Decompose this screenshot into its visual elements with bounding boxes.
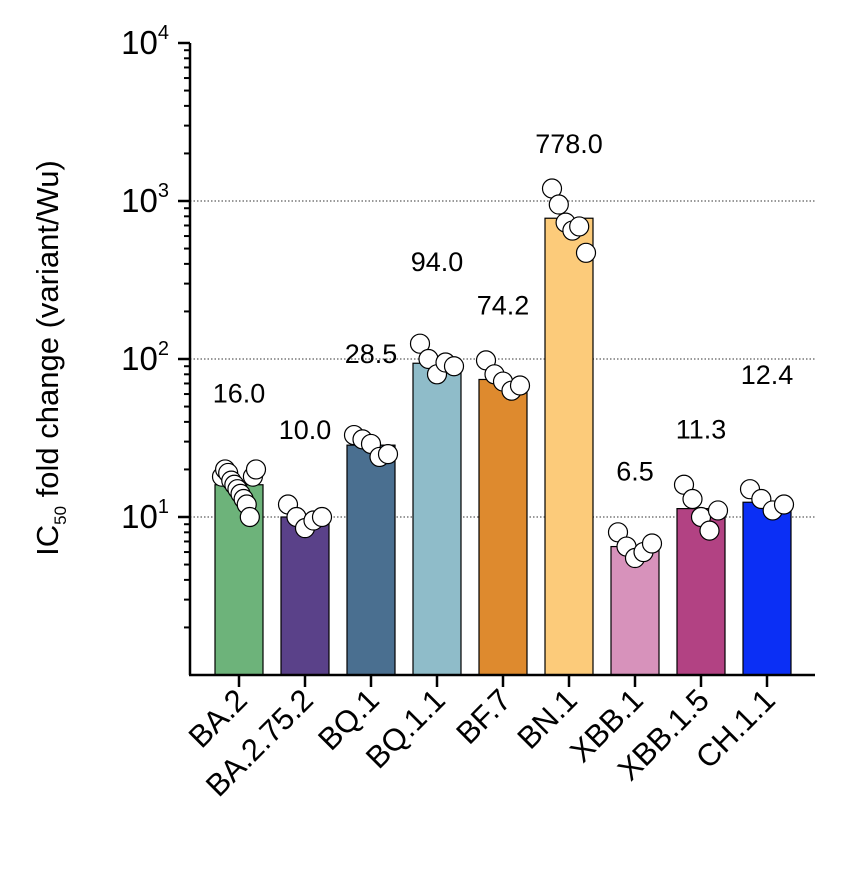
bar-BA.2.75.2 bbox=[280, 516, 330, 676]
value-label: 10.0 bbox=[279, 415, 332, 445]
data-point bbox=[509, 375, 531, 396]
data-point bbox=[239, 506, 260, 528]
data-point bbox=[699, 520, 720, 541]
value-label: 778.0 bbox=[535, 129, 603, 159]
data-point bbox=[311, 506, 333, 528]
value-label: 94.0 bbox=[411, 247, 464, 277]
y-tick-label: 104 bbox=[121, 22, 169, 61]
value-label: 11.3 bbox=[676, 415, 727, 445]
data-point bbox=[377, 444, 399, 465]
value-label: 12.4 bbox=[741, 360, 794, 390]
data-point bbox=[569, 216, 590, 237]
y-tick-label: 102 bbox=[121, 338, 169, 377]
bar-BQ.1.1 bbox=[412, 362, 462, 676]
value-label: 16.0 bbox=[213, 379, 266, 409]
bar-BQ.1 bbox=[346, 444, 396, 676]
data-point bbox=[443, 356, 465, 377]
bars bbox=[214, 217, 792, 676]
bar-CH.1.1 bbox=[742, 501, 792, 676]
data-point bbox=[548, 194, 569, 215]
value-label: 74.2 bbox=[477, 290, 530, 320]
y-tick-label: 103 bbox=[121, 180, 169, 219]
data-point bbox=[682, 488, 703, 510]
axes: 101102103104BA.2BA.2.75.2BQ.1BQ.1.1BF.7B… bbox=[121, 22, 815, 803]
data-points bbox=[211, 178, 795, 569]
data-point bbox=[641, 533, 663, 554]
data-point bbox=[409, 333, 431, 354]
data-point bbox=[245, 459, 267, 480]
y-tick-label: 101 bbox=[121, 496, 169, 535]
data-point bbox=[575, 242, 597, 263]
y-axis-label: IC50 fold change (variant/Wu) bbox=[30, 160, 70, 556]
value-label: 28.5 bbox=[345, 339, 398, 369]
bar-BN.1 bbox=[544, 217, 594, 676]
x-tick-label: BF.7 bbox=[449, 682, 518, 751]
data-point bbox=[773, 494, 795, 515]
value-labels: 16.0 10.0 28.5 94.0 74.2 778.0 6.5 11.3 12.4 bbox=[213, 129, 794, 486]
data-point bbox=[707, 500, 729, 521]
bar-BF.7 bbox=[478, 378, 528, 676]
value-label: 6.5 bbox=[616, 457, 654, 487]
